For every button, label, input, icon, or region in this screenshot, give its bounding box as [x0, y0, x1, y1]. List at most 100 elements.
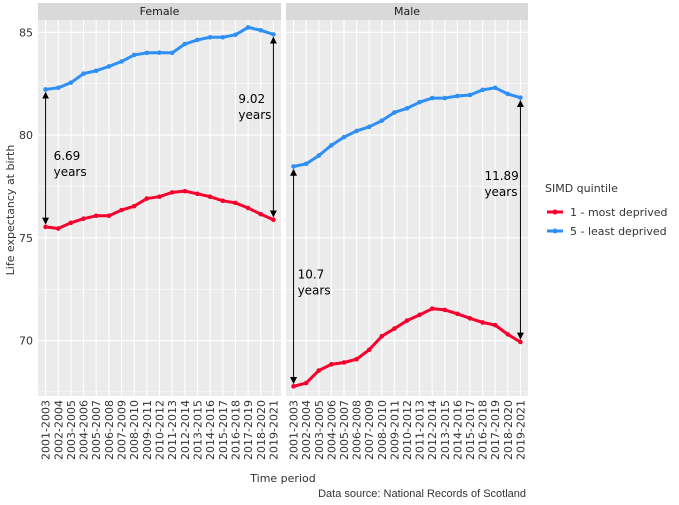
data-point — [354, 128, 359, 134]
x-tick-label: 2011-2013 — [166, 400, 179, 460]
data-point — [43, 87, 48, 92]
data-point — [467, 92, 473, 98]
x-tick-label: 2009-2011 — [388, 400, 401, 460]
data-point — [258, 27, 264, 33]
data-point — [379, 118, 385, 123]
data-point — [505, 91, 511, 97]
x-tick-label: 2015-2017 — [217, 400, 230, 460]
data-point — [417, 99, 422, 105]
legend-label-5: 5 - least deprived — [570, 225, 667, 238]
x-tick-label: 2002-2004 — [52, 400, 65, 460]
data-point — [492, 322, 498, 328]
data-point — [442, 95, 448, 101]
data-point — [55, 226, 61, 231]
data-point — [505, 332, 511, 337]
x-tick-label: 2001-2003 — [40, 400, 53, 460]
x-tick-label: 2003-2005 — [65, 400, 78, 460]
data-point — [233, 200, 238, 206]
data-point — [341, 134, 347, 140]
data-point — [392, 110, 397, 115]
gap-unit: years — [484, 185, 517, 199]
x-tick-label: 2005-2007 — [90, 400, 103, 460]
gap-value: 10.7 — [298, 267, 325, 281]
data-point — [157, 50, 162, 55]
legend-key-5-point — [552, 228, 558, 234]
x-tick-label: 2007-2009 — [363, 400, 376, 460]
x-tick-label: 2008-2010 — [128, 400, 141, 460]
y-tick-label: 75 — [19, 232, 33, 245]
data-point — [417, 312, 422, 318]
x-tick-label: 2017-2019 — [242, 400, 255, 460]
data-point — [207, 194, 213, 199]
gap-unit: years — [238, 108, 271, 122]
data-point — [131, 52, 137, 58]
legend-label-1: 1 - most deprived — [570, 206, 668, 219]
data-point — [169, 190, 175, 195]
data-point — [119, 59, 124, 64]
data-point — [316, 153, 322, 158]
data-point — [81, 71, 86, 76]
x-tick-label: 2012-2014 — [426, 400, 439, 460]
y-axis-title: Life expectancy at birth — [4, 145, 17, 276]
gap-unit: years — [298, 283, 331, 297]
gap-unit: years — [54, 165, 87, 179]
panel-strip — [38, 3, 281, 20]
data-point — [245, 205, 251, 211]
data-point — [68, 80, 74, 85]
data-point — [303, 161, 309, 167]
x-tick-label: 2019-2021 — [514, 400, 527, 460]
data-point — [291, 164, 296, 169]
data-point — [55, 85, 61, 91]
data-point — [157, 194, 162, 199]
data-point — [258, 211, 264, 217]
data-point — [429, 95, 435, 101]
data-point — [492, 85, 498, 91]
y-tick-label: 70 — [19, 335, 33, 348]
x-tick-label: 2014-2016 — [451, 400, 464, 460]
data-point — [106, 213, 112, 219]
data-point — [169, 50, 175, 56]
data-point — [429, 306, 435, 311]
data-point — [93, 213, 99, 219]
x-tick-label: 2006-2008 — [351, 400, 364, 460]
x-tick-label: 2013-2015 — [191, 400, 204, 460]
x-tick-label: 2004-2006 — [325, 400, 338, 460]
data-point — [93, 68, 99, 74]
data-point — [220, 34, 226, 40]
y-tick-label: 80 — [19, 129, 33, 142]
data-point — [329, 143, 334, 148]
data-point — [392, 326, 397, 331]
y-tick-label: 85 — [19, 26, 33, 39]
x-tick-label: 2007-2009 — [116, 400, 129, 460]
x-tick-label: 2011-2013 — [414, 400, 427, 460]
x-tick-label: 2010-2012 — [401, 400, 414, 460]
data-point — [68, 220, 74, 226]
data-point — [106, 64, 112, 69]
data-point — [518, 95, 523, 100]
data-point — [341, 360, 347, 365]
panel-title: Male — [394, 5, 420, 18]
data-point — [442, 307, 448, 313]
gap-value: 9.02 — [238, 92, 265, 106]
panel-title: Female — [140, 5, 180, 18]
data-point — [182, 41, 188, 47]
data-point — [131, 203, 137, 209]
data-point — [518, 339, 523, 345]
data-point — [480, 87, 485, 93]
data-point — [182, 188, 188, 194]
data-point — [144, 196, 150, 201]
data-point — [271, 32, 276, 37]
data-point — [195, 191, 200, 197]
data-point — [480, 320, 485, 325]
x-tick-label: 2018-2020 — [255, 400, 268, 460]
x-tick-label: 2015-2017 — [464, 400, 477, 460]
data-point — [81, 216, 86, 221]
data-point — [366, 347, 372, 353]
data-point — [467, 316, 473, 321]
data-point — [195, 37, 200, 43]
data-point — [329, 362, 334, 367]
panel-strip — [286, 3, 528, 20]
x-tick-label: 2016-2018 — [477, 400, 490, 460]
x-tick-label: 2005-2007 — [338, 400, 351, 460]
x-tick-label: 2001-2003 — [288, 400, 301, 460]
